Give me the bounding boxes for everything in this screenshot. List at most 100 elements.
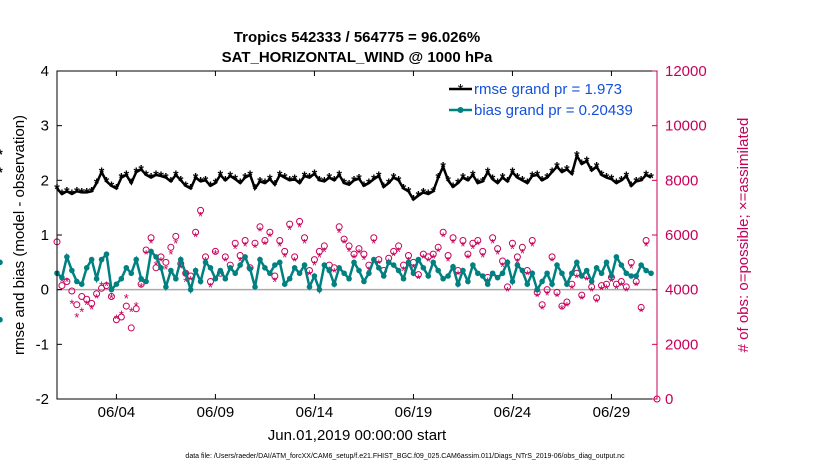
obs-possible-point: [503, 283, 511, 291]
obs-possible-point: [558, 302, 566, 310]
bias-point: [197, 278, 204, 285]
obs-possible-point: [627, 258, 635, 266]
obs-assimilated-point: *: [475, 238, 480, 253]
obs-assimilated-point: *: [535, 290, 540, 305]
bias-point: [638, 262, 644, 268]
obs-possible-point: [192, 228, 200, 236]
bias-point: [529, 270, 536, 277]
rmse-point: *: [232, 171, 238, 187]
bias-point: [272, 262, 278, 268]
rmse-point: *: [267, 171, 273, 187]
obs-possible-point: [73, 301, 81, 309]
bias-point: [603, 259, 610, 266]
obs-assimilated-point: *: [337, 225, 342, 240]
rmse-point: *: [485, 164, 491, 180]
bias-point: [450, 263, 456, 270]
obs-possible-point: [345, 242, 353, 250]
rmse-point: *: [356, 171, 362, 187]
bias-point: [440, 275, 446, 282]
obs-assimilated-point: *: [223, 254, 228, 269]
bias-point: [237, 262, 243, 268]
obs-possible-point: [340, 235, 348, 243]
y-tick-label-left: 0: [41, 282, 49, 299]
obs-assimilated-point: *: [510, 242, 515, 257]
obs-assimilated-point: *: [351, 251, 356, 266]
rmse-point: *: [465, 172, 471, 188]
bias-point: [400, 275, 407, 282]
bias-point: [88, 256, 95, 263]
rmse-point: *: [262, 175, 268, 191]
rmse-point: *: [89, 183, 95, 199]
obs-possible-point: [563, 298, 571, 306]
y-tick-label-right: 12000: [665, 63, 707, 80]
bias-point: [494, 274, 501, 281]
rmse-point: *: [376, 168, 382, 184]
obs-assimilated-point: *: [158, 254, 163, 269]
obs-assimilated-point: *: [460, 239, 465, 254]
rmse-series-line: [56, 152, 652, 202]
plot-area: [57, 71, 657, 399]
obs-assimilated-point: *: [144, 247, 149, 262]
chart-title-line2: SAT_HORIZONTAL_WIND @ 1000 hPa: [222, 49, 493, 66]
bias-point: [618, 262, 625, 268]
bias-point: [103, 251, 110, 257]
obs-assimilated-point: *: [69, 296, 74, 311]
rmse-point: *: [114, 181, 120, 197]
obs-possible-point: [449, 234, 457, 242]
obs-assimilated-point: *: [431, 251, 436, 266]
rmse-point: *: [431, 183, 437, 199]
bias-point: [361, 278, 367, 285]
bias-point: [276, 259, 283, 266]
rmse-point: *: [435, 170, 441, 186]
rmse-point: *: [163, 170, 169, 186]
rmse-point: *: [193, 170, 199, 186]
rmse-point: *: [594, 159, 600, 175]
bias-point: [301, 262, 308, 268]
obs-possible-point: [622, 283, 630, 291]
rmse-point: *: [312, 166, 318, 182]
obs-assimilated-point: *: [342, 236, 347, 251]
rmse-point: *: [228, 168, 234, 184]
rmse-point: *: [525, 175, 531, 191]
bias-point: [306, 284, 313, 290]
rmse-point: *: [445, 172, 451, 188]
bias-point: [574, 259, 580, 266]
rmse-point: *: [69, 186, 75, 202]
rmse-point: *: [104, 173, 110, 189]
rmse-point: *: [386, 175, 392, 191]
bias-point: [148, 248, 154, 255]
rmse-point: *: [292, 171, 298, 187]
rmse-point: *: [579, 156, 585, 172]
bias-point: [187, 286, 194, 293]
rmse-point: *: [624, 168, 630, 184]
obs-assimilated-point: *: [292, 254, 297, 269]
obs-assimilated-point: *: [99, 279, 104, 294]
x-tick-label: 06/14: [296, 404, 334, 421]
obs-assimilated-point: *: [500, 259, 505, 274]
bias-point: [217, 267, 224, 274]
rmse-point: *: [460, 170, 466, 186]
obs-possible-point: [103, 282, 111, 290]
rmse-point: *: [168, 173, 174, 189]
bias-point: [281, 281, 288, 288]
obs-assimilated-point: *: [89, 302, 94, 317]
obs-possible-point: [508, 239, 516, 247]
rmse-point: *: [129, 175, 135, 191]
rmse-point: *: [218, 167, 224, 183]
rmse-point: *: [99, 164, 105, 180]
obs-possible-point: [603, 280, 611, 288]
obs-assimilated-point: *: [441, 229, 446, 244]
x-tick-label: 06/04: [98, 404, 136, 421]
bias-point: [559, 270, 565, 277]
obs-possible-point: [518, 243, 526, 251]
obs-assimilated-point: *: [545, 288, 550, 303]
obs-assimilated-point: *: [644, 239, 649, 254]
obs-possible-point: [241, 236, 249, 244]
y-tick-label-right: 8000: [665, 172, 698, 189]
y-tick-label-right: 0: [665, 391, 673, 408]
bias-point: [484, 281, 491, 288]
obs-possible-point: [489, 234, 497, 242]
bias-point: [569, 270, 575, 277]
rmse-point: *: [336, 167, 342, 183]
bias-point: [321, 262, 328, 268]
